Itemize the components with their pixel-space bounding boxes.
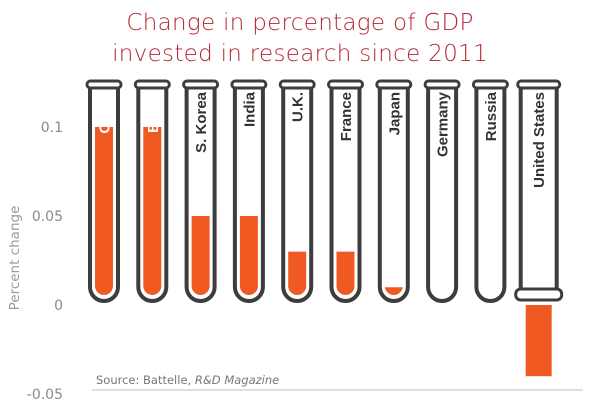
category-label: Brazil: [145, 92, 162, 133]
tube-group: Japan: [375, 79, 413, 303]
bar: [239, 216, 258, 295]
category-label: France: [338, 92, 355, 141]
tube-outline: [232, 88, 265, 303]
source-magazine: R&D Magazine: [195, 373, 279, 387]
tube-lip: [423, 79, 461, 90]
source-prefix: Source: Battelle,: [96, 373, 195, 387]
bar: [143, 127, 162, 295]
tube-group: U.K.: [278, 79, 316, 303]
y-tick-label: 0.1: [41, 120, 63, 136]
category-label: India: [241, 91, 258, 127]
bar: [336, 251, 355, 295]
tube-group: China: [85, 79, 123, 303]
category-label: China: [97, 91, 114, 133]
category-label: Japan: [386, 92, 403, 135]
tube-outline: [426, 88, 459, 303]
tube-lip: [133, 79, 171, 90]
tube-lip: [471, 79, 509, 90]
tube-lip: [375, 79, 413, 90]
category-label: S. Korea: [193, 91, 210, 153]
tube-lip: [182, 79, 220, 90]
tube-outline: [281, 88, 314, 303]
bar: [191, 216, 210, 295]
y-tick-label: 0: [54, 298, 63, 314]
y-tick-label: -0.05: [27, 387, 63, 403]
tube-group: Russia: [471, 79, 509, 303]
tube-lip: [516, 79, 562, 90]
bar: [384, 286, 403, 295]
category-label: United States: [531, 92, 548, 188]
chart-title-line-1: Change in percentage of GDP: [126, 10, 473, 36]
tube-outline: [88, 88, 120, 303]
tube-group: India: [230, 79, 268, 303]
y-tick-labels: 0.1 0.05 0 -0.05: [27, 120, 63, 403]
chart-title-line-2: invested in research since 2011: [112, 41, 488, 67]
tube-group: S. Korea: [182, 79, 220, 303]
tube-lip: [230, 79, 268, 90]
tube-stopper: [514, 287, 564, 302]
category-label: Germany: [435, 91, 452, 157]
category-label: U.K.: [290, 92, 307, 122]
bar: [95, 127, 113, 295]
tube-outline: [184, 88, 217, 303]
y-tick-label: 0.05: [32, 209, 63, 225]
source-note: Source: Battelle, R&D Magazine: [96, 373, 279, 387]
tube-outline: [518, 88, 559, 291]
bar: [525, 305, 552, 377]
test-tubes: China Brazil S. Korea India U.K. France Japan G…: [85, 79, 564, 377]
tube-lip: [85, 79, 123, 90]
bar: [288, 251, 307, 295]
tube-group: Brazil: [133, 79, 171, 303]
category-label: Russia: [483, 91, 500, 141]
y-axis-label: Percent change: [7, 206, 23, 311]
tube-group: France: [327, 79, 364, 303]
tube-outline: [377, 88, 410, 303]
tube-outline: [329, 88, 362, 303]
tube-group: Germany: [423, 79, 461, 303]
tube-outline: [136, 88, 169, 303]
tube-lip: [327, 79, 364, 90]
tube-group: United States: [514, 79, 564, 377]
tube-outline: [474, 88, 507, 303]
tube-lip: [278, 79, 316, 90]
